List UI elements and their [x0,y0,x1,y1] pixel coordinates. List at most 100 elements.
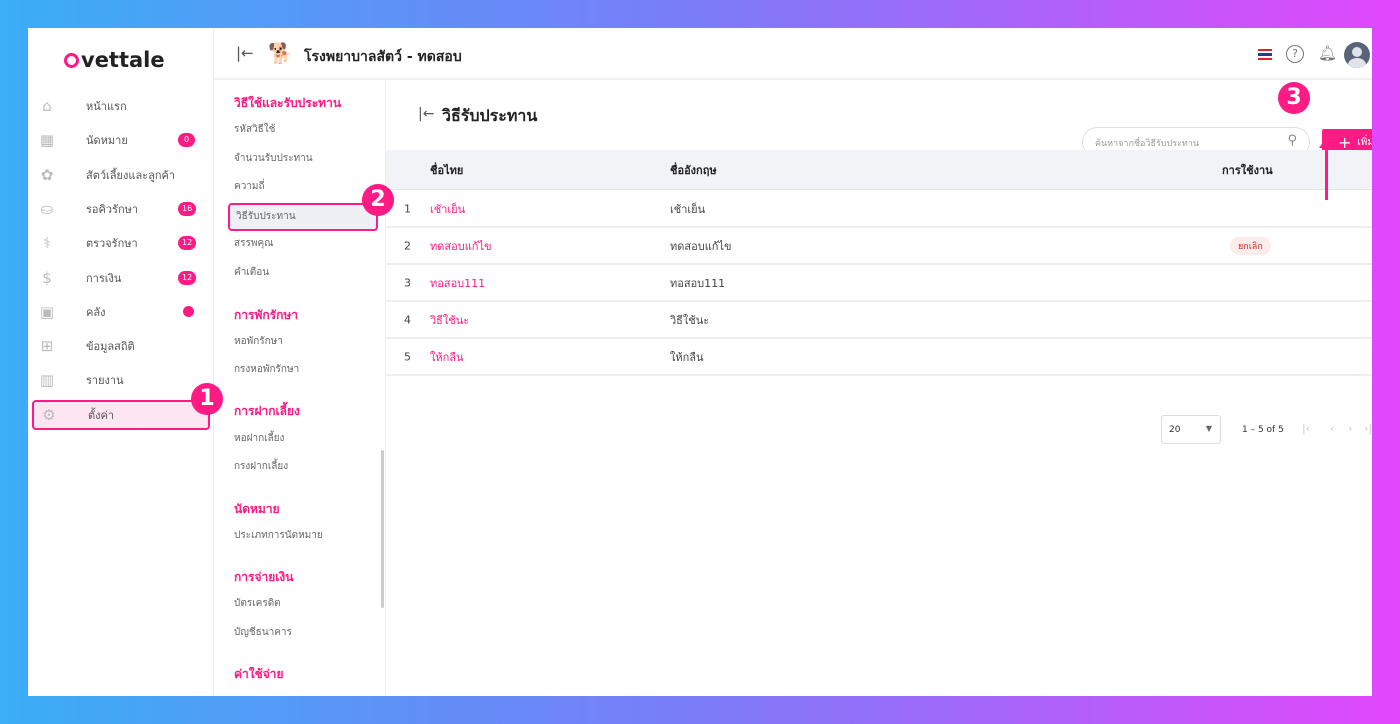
submenu-item[interactable]: รหัสวิธีใช้ [228,118,378,146]
thai-flag-icon[interactable] [1258,49,1272,60]
sidebar-item-9[interactable]: ⚙ ตั้งค่า [32,399,210,430]
submenu-item[interactable]: ประเภทการนัดหมาย [228,524,378,552]
submenu-scrollbar[interactable] [381,450,384,608]
sidebar-item-label: รายงาน [86,374,124,388]
step-3-marker: 3 [1278,82,1310,114]
home-icon: ⌂ [42,97,52,115]
count-badge: 16 [178,201,197,216]
submenu-section-s6: ค่าใช้จ่าย [234,667,284,681]
arrow-up-indicator [1325,142,1328,200]
row-number: 3 [404,276,411,289]
main-content: |← วิธีรับประทาน ค้นหาจากชื่อวิธีรับประท… [386,80,1372,696]
sidebar-item-1[interactable]: ▦ นัดหมาย 0 [32,125,210,155]
row-number: 4 [404,313,411,326]
submenu-item-label: คำเตือน [234,267,270,278]
submenu-item[interactable]: บัญชีธนาคาร [228,621,378,649]
submenu-item[interactable]: คำเตือน [228,261,378,289]
english-name: ทอสอบ111 [670,276,726,290]
stethoscope-icon: ⚕ [42,234,52,253]
table-row[interactable]: 1 เช้าเย็น เช้าเย็น [386,191,1372,228]
submenu-item[interactable]: ความถี่ [228,175,378,203]
dropdown-caret-icon: ▼ [1205,424,1212,433]
help-icon[interactable]: ? [1286,45,1304,63]
thai-name-link[interactable]: วิธีใช้นะ [430,313,470,327]
paw-icon: ✿ [40,165,54,184]
sidebar-item-label: สัตว์เลี้ยงและลูกค้า [86,168,176,182]
plus-icon: + [1337,133,1352,152]
submenu-item[interactable]: จำนวนรับประทาน [228,147,378,175]
sidebar-item-4[interactable]: ⚕ ตรวจรักษา 12 [32,228,210,258]
sidebar-item-5[interactable]: $ การเงิน 12 [32,263,210,293]
arrow-head-icon [1319,138,1333,148]
dog-logo-icon: 🐕 [268,41,293,65]
prev-page-icon[interactable]: ‹ [1330,422,1335,435]
submenu-item[interactable]: สรรพคุณ [228,232,378,260]
submenu-item-label: หอพักรักษา [234,336,283,347]
row-number: 2 [404,239,411,252]
sidebar-item-0[interactable]: ⌂ หน้าแรก [32,91,210,121]
english-name: เช้าเย็น [670,202,706,216]
sidebar-item-2[interactable]: ✿ สัตว์เลี้ยงและลูกค้า [32,160,210,190]
thai-name-link[interactable]: เช้าเย็น [430,202,466,216]
sidebar-item-8[interactable]: ▥ รายงาน [32,365,210,395]
thai-name-link[interactable]: ให้กลืน [430,350,464,364]
submenu-item[interactable]: กรงฝากเลี้ยง [228,455,378,483]
submenu-item[interactable]: วิธีรับประทาน [228,203,378,231]
submenu-item-label: บัญชีธนาคาร [234,627,292,638]
bell-icon[interactable]: 🔔︎ [1318,44,1338,62]
sidebar-item-label: การเงิน [86,271,122,285]
gear-icon: ⚙ [42,405,56,424]
sidebar-item-label: ตั้งค่า [88,408,115,422]
english-name: วิธีใช้นะ [670,313,710,327]
thai-name-link[interactable]: ทอสอบ111 [430,276,486,290]
submenu-item-label: บัตรเครดิต [234,598,281,609]
heart-icon [64,52,79,68]
row-number: 1 [404,202,411,215]
last-page-icon[interactable]: ›| [1364,422,1372,435]
first-page-icon[interactable]: |‹ [1302,422,1311,435]
search-icon: ⚲ [1287,133,1297,148]
sidebar: vettale ⌂ หน้าแรก ▦ นัดหมาย 0 ✿ สัตว์เลี้ยงและ… [28,28,214,696]
english-name: ให้กลืน [670,350,704,364]
sidebar-item-label: หน้าแรก [86,100,127,113]
table-row[interactable]: 5 ให้กลืน ให้กลืน [386,339,1372,376]
sidebar-item-6[interactable]: ▣ คลัง [32,297,210,327]
submenu-item[interactable]: หอพักรักษา [228,330,378,358]
notification-dot [183,306,194,318]
grid-icon: ⊞ [40,337,54,356]
logo-text: vettale [81,48,165,72]
user-avatar[interactable] [1344,42,1370,68]
col-status[interactable]: การใช้งาน [1222,163,1273,177]
thai-name-link[interactable]: ทดสอบแก้ไข [430,239,492,253]
vettale-logo[interactable]: vettale [64,48,165,72]
col-thai-name[interactable]: ชื่อไทย [430,163,464,177]
submenu-item[interactable]: หอฝากเลี้ยง [228,427,378,455]
next-page-icon[interactable]: › [1348,422,1353,435]
table-row[interactable]: 3 ทอสอบ111 ทอสอบ111 [386,265,1372,302]
submenu-section-s4: นัดหมาย [234,502,280,516]
sofa-icon: ⛀ [40,199,54,218]
submenu-item-label: รหัสวิธีใช้ [234,124,276,135]
submenu-item[interactable]: บัตรเครดิต [228,592,378,620]
sidebar-item-7[interactable]: ⊞ ข้อมูลสถิติ [32,331,210,361]
sidebar-item-3[interactable]: ⛀ รอคิวรักษา 16 [32,194,210,224]
submenu-section-s5: การจ่ายเงิน [234,570,294,584]
box-icon: ▣ [39,302,55,321]
table-row[interactable]: 2 ทดสอบแก้ไข ทดสอบแก้ไข ยกเลิก [386,228,1372,265]
clinic-title: โรงพยาบาลสัตว์ - ทดสอบ [304,49,462,65]
page-title: วิธีรับประทาน [442,106,538,125]
submenu-item-label: กรงฝากเลี้ยง [234,461,289,472]
submenu-item[interactable]: กรงหอพักรักษา [228,358,378,386]
table-row[interactable]: 4 วิธีใช้นะ วิธีใช้นะ [386,302,1372,339]
submenu-section-s1: วิธีใช้และรับประทาน [234,96,342,110]
submenu-item-label: จำนวนรับประทาน [234,153,313,164]
page-size-select[interactable]: 20 ▼ [1161,415,1221,444]
count-badge: 12 [178,236,197,251]
col-english-name[interactable]: ชื่ออังกฤษ [670,163,717,177]
top-bar: |← 🐕 โรงพยาบาลสัตว์ - ทดสอบ ? 🔔︎ [214,28,1372,80]
money-hand-icon: $ [42,268,52,287]
back-icon[interactable]: |← [418,106,435,122]
collapse-sidebar-icon[interactable]: |← [236,44,254,62]
sidebar-item-label: ตรวจรักษา [86,237,138,251]
submenu-item-label: สรรพคุณ [234,238,274,249]
